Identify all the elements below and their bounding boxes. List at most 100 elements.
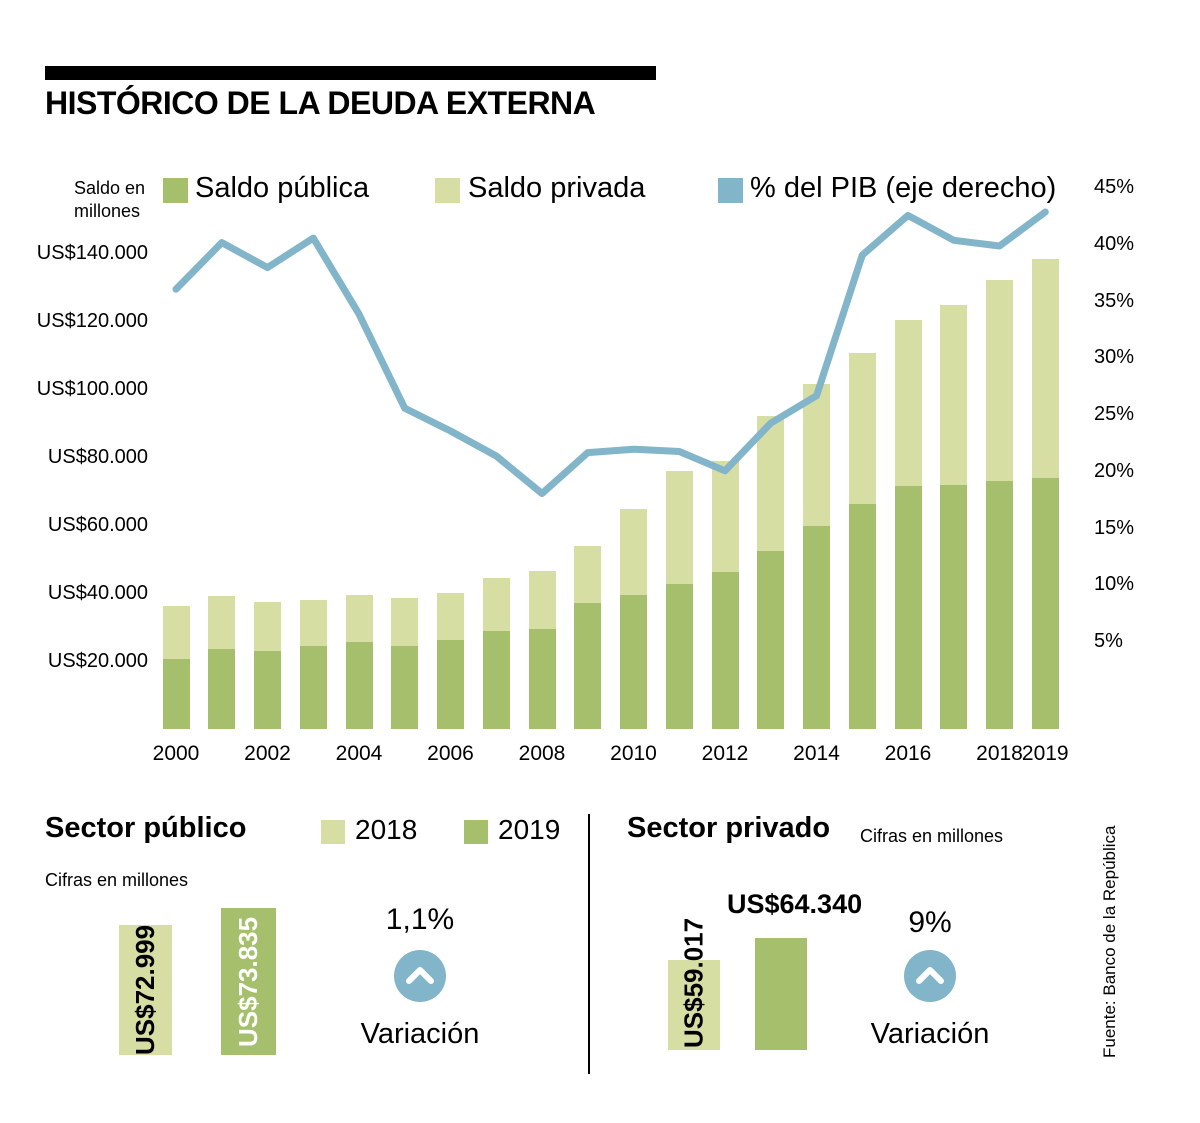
bar-segment-publica	[711, 572, 739, 729]
x-axis-label: 2012	[701, 742, 749, 765]
stacked-bar	[894, 320, 922, 729]
panel-publico-heading: Sector público	[45, 812, 247, 844]
stacked-bar	[345, 594, 373, 729]
publico-bar-2019: US$73.835	[221, 908, 276, 1055]
y-axis-tick-right: 30%	[1094, 346, 1135, 369]
panel-privado-note: Cifras en millones	[860, 826, 1004, 846]
stacked-bar	[1031, 259, 1059, 729]
y-axis-tick-left: US$80.000	[47, 446, 148, 468]
bar-segment-privada	[757, 415, 785, 552]
bar-segment-privada	[345, 594, 373, 643]
bar-segment-privada	[803, 384, 830, 526]
bar-segment-privada	[711, 461, 739, 573]
bar-segment-publica	[299, 645, 327, 729]
bar-segment-publica	[986, 480, 1013, 729]
stacked-bar	[254, 602, 281, 729]
stacked-bar	[208, 596, 236, 729]
bar-segment-publica	[528, 628, 556, 729]
bar-segment-publica	[620, 594, 647, 729]
legend-swatch-pib	[718, 178, 743, 203]
privado-variation-up-icon	[904, 950, 956, 1002]
privado-variation-pct: 9%	[908, 906, 952, 939]
bar-segment-privada	[848, 353, 876, 504]
bar-segment-privada	[620, 508, 647, 595]
bar-segment-privada	[894, 320, 922, 487]
y-axis-tick-right: 35%	[1094, 289, 1135, 312]
y-axis-tick-right: 20%	[1094, 459, 1135, 482]
x-axis-label: 2014	[793, 742, 840, 765]
stacked-bar	[940, 305, 968, 729]
x-axis-label: 2000	[152, 742, 200, 765]
privado-bar-2019	[755, 938, 807, 1050]
stacked-bar	[803, 384, 830, 729]
x-axis-label: 2002	[244, 742, 291, 765]
legend-label-pib: % del PIB (eje derecho)	[750, 172, 1057, 204]
privado-bar-2018: US$59.017	[668, 918, 720, 1050]
x-axis-label: 2004	[335, 742, 383, 765]
source-credit: Fuente: Banco de la República	[1100, 825, 1119, 1059]
bar-segment-publica	[345, 642, 373, 729]
y-axis-tick-right: 40%	[1094, 232, 1135, 255]
y-axis-tick-left: US$100.000	[36, 378, 148, 400]
y-axis-tick-left: US$60.000	[47, 514, 148, 536]
panel-divider	[588, 814, 590, 1074]
y-axis-tick-right: 10%	[1094, 573, 1135, 596]
bar-segment-publica	[894, 486, 922, 729]
bar-segment-publica	[1031, 477, 1059, 729]
privado-variation-label: Variación	[870, 1018, 990, 1050]
legend-swatch-privada	[435, 178, 460, 203]
publico-variation-label: Variación	[360, 1018, 480, 1050]
bar-segment-publica	[665, 583, 693, 729]
bar-segment-publica	[254, 651, 281, 729]
bar-segment-publica	[208, 649, 236, 729]
bar-segment-privada	[528, 571, 556, 629]
y-axis-tick-right: 15%	[1094, 516, 1135, 539]
stacked-bar	[665, 470, 693, 729]
panel-publico-year-2018: 2018	[355, 814, 418, 845]
stacked-bar	[574, 546, 602, 729]
legend-label-privada: Saldo privada	[468, 172, 646, 204]
bar-segment-privada	[482, 577, 510, 631]
publico-bar-2018-value: US$72.999	[130, 924, 160, 1056]
y-axis-tick-left: US$120.000	[36, 310, 148, 332]
bar-segment-privada	[986, 280, 1013, 481]
bar-segment-publica	[940, 484, 968, 729]
left-axis-title: Saldo en millones	[74, 178, 146, 221]
stacked-bar	[757, 415, 785, 729]
publico-bar-2019-value: US$73.835	[233, 916, 263, 1047]
title-rule	[45, 66, 656, 80]
stacked-bar	[391, 598, 419, 729]
panel-publico-year-2019: 2019	[498, 814, 561, 845]
stacked-bar	[620, 508, 647, 729]
bar-segment-privada	[1031, 259, 1059, 478]
bar-segment-publica	[574, 602, 602, 729]
chart-plot: US$140.000 US$120.000 US$100.000 US$80.000 U…	[36, 176, 1135, 765]
stacked-bar	[482, 577, 510, 729]
bar-segment-privada	[299, 599, 327, 646]
y-axis-tick-left: US$40.000	[47, 582, 148, 604]
publico-variation-up-icon	[394, 950, 446, 1002]
bar-segment-publica	[803, 525, 830, 729]
y-axis-tick-right: 5%	[1094, 630, 1123, 652]
bar-segment-publica	[437, 639, 464, 729]
bar-segment-publica	[162, 658, 190, 729]
privado-bar-2018-value: US$59.017	[678, 917, 709, 1049]
page-title: HISTÓRICO DE LA DEUDA EXTERNA	[45, 85, 596, 121]
panel-privado-heading: Sector privado	[627, 812, 831, 844]
bar-segment-privada	[208, 596, 236, 650]
stacked-bar	[986, 280, 1013, 729]
bar-segment-privada	[254, 602, 281, 652]
bar-segment-privada	[665, 470, 693, 584]
y-axis-tick-left: US$140.000	[36, 242, 148, 264]
stacked-bar	[528, 571, 556, 729]
stacked-bar	[162, 606, 190, 729]
y-axis-tick-right: 45%	[1094, 176, 1135, 198]
stacked-bar	[848, 353, 876, 729]
bar-segment-privada	[437, 592, 464, 640]
bar-segment-privada	[162, 606, 190, 659]
publico-variation-pct: 1,1%	[385, 903, 455, 936]
stacked-bar	[437, 592, 464, 729]
x-axis-label: 2018	[976, 742, 1023, 765]
bar-segment-publica	[482, 631, 510, 729]
bar-segment-privada	[391, 598, 419, 647]
